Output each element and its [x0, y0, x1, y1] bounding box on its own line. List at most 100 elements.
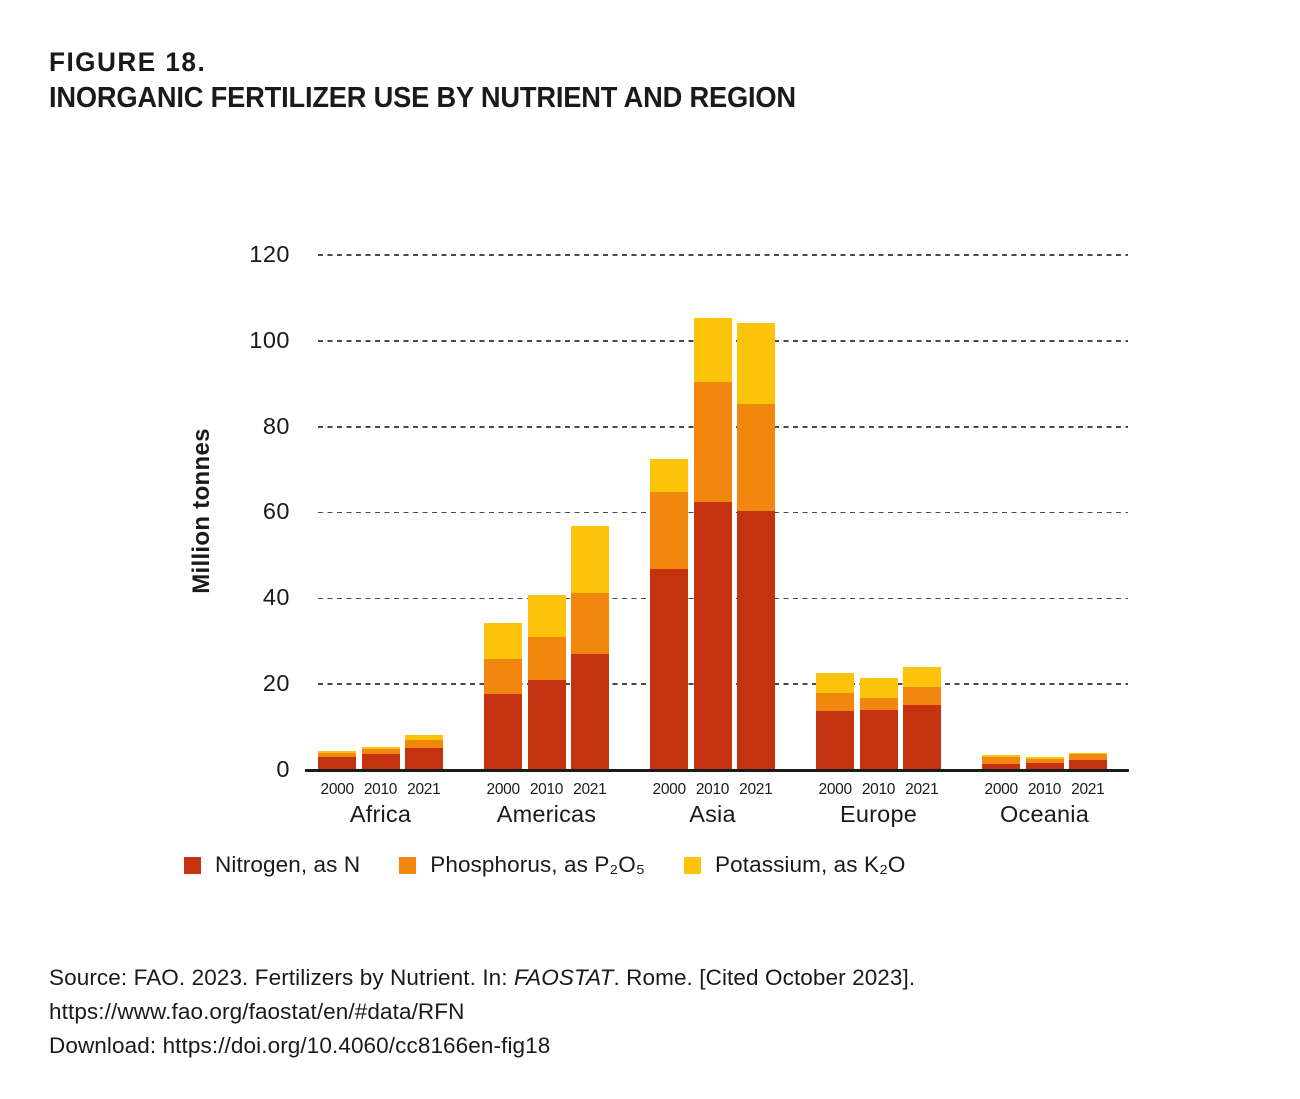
bar-segment-potassium: [318, 750, 357, 754]
bar-oceania-2021: [1068, 752, 1107, 769]
x-group-label-europe: Europe: [840, 801, 917, 827]
bar-africa-2010: [361, 746, 400, 769]
bar-asia-2010: [693, 317, 732, 769]
bar-segment-phosphorus: [404, 740, 443, 748]
nitrogen-swatch-icon: [184, 856, 201, 874]
bar-segment-nitrogen: [736, 510, 775, 769]
bar-segment-phosphorus: [816, 692, 855, 712]
x-tick-year-oceania-2000: 2000: [984, 781, 1019, 798]
bar-segment-nitrogen: [859, 710, 898, 769]
bar-segment-potassium: [570, 525, 609, 593]
bar-segment-potassium: [527, 594, 566, 638]
bar-segment-potassium: [361, 746, 400, 750]
source-line-3: Download: https://doi.org/10.4060/cc8166…: [49, 1033, 551, 1058]
bar-segment-phosphorus: [902, 686, 941, 705]
bar-segment-nitrogen: [1068, 760, 1107, 769]
x-tick-year-europe-2000: 2000: [818, 781, 853, 798]
bar-segment-phosphorus: [1068, 754, 1107, 761]
bar-americas-2000: [484, 623, 523, 769]
bar-segment-potassium: [650, 459, 689, 493]
y-tick-label-120: 120: [249, 240, 290, 267]
bar-segment-potassium: [982, 755, 1021, 757]
bar-segment-nitrogen: [1025, 763, 1064, 769]
bar-segment-phosphorus: [318, 753, 357, 758]
legend-label-phosphorus: Phosphorus, as P₂O₅: [430, 852, 646, 877]
bar-segment-phosphorus: [570, 592, 609, 654]
bar-segment-potassium: [902, 666, 941, 687]
bar-segment-potassium: [404, 735, 443, 741]
x-tick-year-oceania-2021: 2021: [1071, 781, 1105, 798]
bar-segment-phosphorus: [361, 749, 400, 755]
x-group-label-africa: Africa: [349, 801, 412, 827]
x-tick-year-europe-2010: 2010: [861, 781, 896, 798]
x-tick-year-americas-2010: 2010: [529, 781, 564, 798]
bar-europe-2021: [902, 666, 941, 769]
legend-label-nitrogen: Nitrogen, as N: [215, 852, 361, 877]
x-tick-year-africa-2010: 2010: [363, 781, 398, 798]
x-tick-year-oceania-2010: 2010: [1027, 781, 1062, 798]
bar-segment-phosphorus: [736, 403, 775, 511]
bar-segment-potassium: [859, 677, 898, 698]
bar-asia-2000: [650, 459, 689, 769]
x-group-label-oceania: Oceania: [1000, 801, 1089, 827]
x-tick-year-asia-2010: 2010: [695, 781, 730, 798]
y-tick-label-100: 100: [249, 326, 290, 353]
bar-segment-potassium: [1068, 752, 1107, 755]
potassium-swatch-icon: [684, 856, 702, 874]
x-tick-year-americas-2021: 2021: [573, 781, 607, 798]
legend-item-nitrogen: Nitrogen, as N: [184, 852, 360, 878]
bar-segment-potassium: [816, 673, 855, 693]
bar-segment-potassium: [1025, 757, 1064, 759]
y-tick-label-60: 60: [262, 498, 290, 525]
bar-oceania-2010: [1025, 757, 1064, 769]
legend-item-potassium: Potassium, as K₂O: [684, 852, 906, 878]
bar-americas-2010: [527, 594, 566, 769]
x-tick-year-africa-2021: 2021: [407, 781, 441, 798]
bar-segment-nitrogen: [816, 711, 855, 769]
bar-americas-2021: [570, 525, 609, 769]
x-axis-line: [305, 768, 1129, 772]
bar-segment-nitrogen: [484, 694, 523, 769]
bar-segment-nitrogen: [318, 757, 357, 769]
bar-segment-phosphorus: [693, 381, 732, 502]
bar-segment-potassium: [736, 323, 775, 404]
bar-segment-phosphorus: [527, 637, 566, 681]
source-block: Source: FAO. 2023. Fertilizers by Nutrie…: [49, 961, 915, 1063]
bar-segment-nitrogen: [982, 763, 1021, 769]
y-tick-label-80: 80: [262, 412, 290, 439]
bar-segment-nitrogen: [902, 704, 941, 769]
x-tick-year-asia-2021: 2021: [739, 781, 773, 798]
source-line-1: Source: FAO. 2023. Fertilizers by Nutrie…: [49, 965, 916, 990]
bar-segment-potassium: [693, 317, 732, 382]
bar-segment-nitrogen: [527, 680, 566, 769]
bar-segment-nitrogen: [361, 754, 400, 769]
bar-segment-phosphorus: [650, 492, 689, 569]
bar-segment-nitrogen: [650, 568, 689, 769]
x-tick-year-africa-2000: 2000: [320, 781, 355, 798]
bar-europe-2000: [816, 673, 855, 769]
phosphorus-swatch-icon: [399, 856, 417, 874]
bar-segment-phosphorus: [859, 697, 898, 711]
source-line-2: https://www.fao.org/faostat/en/#data/RFN: [49, 999, 465, 1024]
gridline-120: [318, 254, 1128, 256]
bar-segment-nitrogen: [693, 501, 732, 769]
bar-segment-phosphorus: [484, 659, 523, 695]
bar-asia-2021: [736, 323, 775, 769]
x-tick-year-americas-2000: 2000: [486, 781, 521, 798]
bar-africa-2021: [404, 735, 443, 769]
chart-legend: Nitrogen, as N Phosphorus, as P₂O₅ Potas…: [184, 852, 906, 878]
x-tick-year-europe-2021: 2021: [905, 781, 939, 798]
bar-segment-nitrogen: [404, 747, 443, 769]
x-tick-year-asia-2000: 2000: [652, 781, 687, 798]
bar-segment-nitrogen: [570, 653, 609, 769]
bar-oceania-2000: [982, 755, 1021, 769]
bar-segment-potassium: [484, 623, 523, 660]
y-tick-label-40: 40: [262, 584, 290, 611]
y-tick-label-0: 0: [276, 756, 290, 782]
bar-segment-phosphorus: [1025, 758, 1064, 764]
figure-number: FIGURE 18.: [49, 47, 207, 77]
x-group-label-asia: Asia: [689, 801, 736, 827]
bar-africa-2000: [318, 750, 357, 769]
x-group-label-americas: Americas: [496, 801, 597, 827]
bar-europe-2010: [859, 677, 898, 769]
